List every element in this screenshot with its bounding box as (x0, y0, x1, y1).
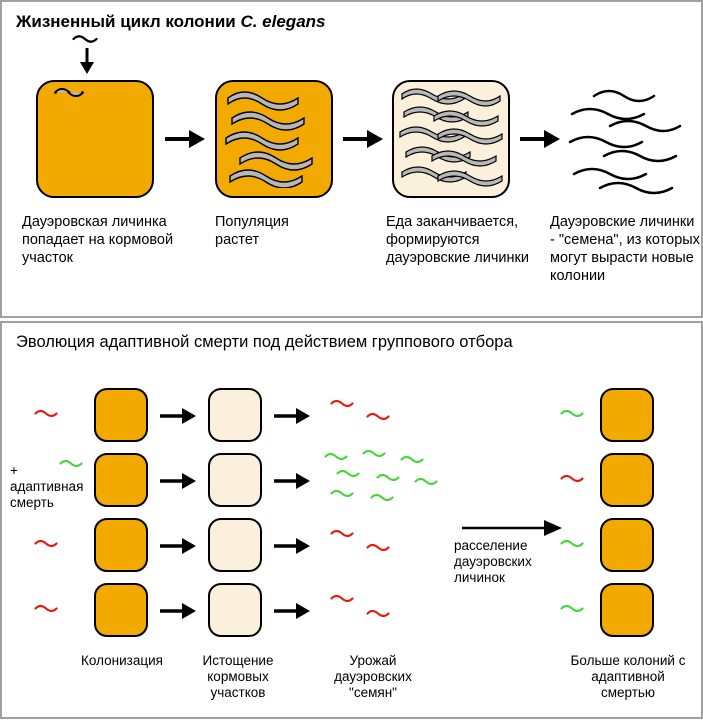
arrow1-icon (165, 130, 205, 148)
stage3-caption: Еда заканчивается, формируются дауэровск… (386, 213, 546, 267)
col1-label: Колонизация (72, 653, 172, 669)
col4-sq-r4 (600, 583, 654, 637)
col1-sq-r3 (94, 518, 148, 572)
panel1-title: Жизненный цикл колонии C. elegans (2, 2, 701, 38)
p2-arrow-c23-r4-icon (274, 603, 310, 619)
yield-r1-w1-icon (328, 400, 356, 407)
col4-worm-r4-icon (558, 605, 586, 612)
col3-label: Урожай дауэровских "семян" (318, 653, 428, 702)
arrow3-icon (520, 130, 560, 148)
yield-r2-w1-icon (322, 453, 350, 460)
col4-worm-r1-icon (558, 410, 586, 417)
col1-worm-r2-icon (57, 460, 85, 467)
title-prefix: Жизненный цикл колонии (16, 12, 240, 31)
stage4-caption: Дауэровские личинки - "семена", из котор… (550, 213, 700, 286)
yield-r3-w1-icon (328, 530, 356, 537)
col1-worm-r1-icon (32, 410, 60, 417)
col4-sq-r3 (600, 518, 654, 572)
yield-r1-w2-icon (364, 413, 392, 420)
yield-r2-w5-icon (374, 474, 402, 481)
yield-r2-w8-icon (368, 494, 396, 501)
stage1-caption: Дауэровская личинка попадает на кормовой… (22, 213, 190, 267)
col2-sq-r3 (208, 518, 262, 572)
panel-lifecycle: Жизненный цикл колонии C. elegans (0, 0, 703, 318)
panel1-stage: Дауэровская личинка попадает на кормовой… (2, 38, 701, 308)
col1-sq-r2 (94, 453, 148, 507)
yield-r2-w2-icon (360, 450, 388, 457)
incoming-larva-icon (72, 35, 98, 43)
col2-sq-r1 (208, 388, 262, 442)
p2-arrow-c12-r4-icon (160, 603, 196, 619)
yield-r2-w7-icon (328, 490, 356, 497)
col4-worm-r3-icon (558, 540, 586, 547)
col4-sq-r1 (600, 388, 654, 442)
yield-r4-w2-icon (364, 610, 392, 617)
arrow2-icon (343, 130, 383, 148)
dispersal-label: расселение дауэровских личинок (454, 538, 564, 587)
stage4-worms-icon (564, 88, 684, 198)
down-arrow-icon (80, 48, 94, 74)
col4-worm-r2-icon (558, 475, 586, 482)
col2-sq-r2 (208, 453, 262, 507)
p2-arrow-c12-r3-icon (160, 538, 196, 554)
col1-worm-r3-icon (32, 540, 60, 547)
col4-sq-r2 (600, 453, 654, 507)
panel-evolution: Эволюция адаптивной смерти под действием… (0, 321, 703, 719)
panel2-title: Эволюция адаптивной смерти под действием… (2, 323, 701, 358)
p2-arrow-c23-r2-icon (274, 473, 310, 489)
stage2-caption: Популяция растет (215, 213, 335, 249)
yield-r2-w4-icon (334, 470, 362, 477)
p2-arrow-c23-r1-icon (274, 408, 310, 424)
dispersal-arrow-icon (462, 518, 562, 538)
yield-r4-w1-icon (328, 595, 356, 602)
yield-r2-w6-icon (412, 478, 440, 485)
col1-sq-r4 (94, 583, 148, 637)
col4-label: Больше колоний с адаптивной смертью (568, 653, 688, 702)
col1-worm-r4-icon (32, 605, 60, 612)
panel2-stage: + адаптивная смерть (2, 358, 701, 708)
p2-arrow-c12-r1-icon (160, 408, 196, 424)
stage1-worm-icon (52, 88, 86, 97)
col1-sq-r1 (94, 388, 148, 442)
stage3-worms-icon (398, 86, 504, 192)
p2-arrow-c23-r3-icon (274, 538, 310, 554)
adaptive-death-label: + адаптивная смерть (10, 463, 90, 512)
stage1-food-patch (36, 80, 154, 198)
title-species: C. elegans (240, 12, 325, 31)
stage2-worms-icon (222, 88, 326, 188)
yield-r3-w2-icon (364, 544, 392, 551)
col2-label: Истощение кормовых участков (188, 653, 288, 702)
col2-sq-r4 (208, 583, 262, 637)
p2-arrow-c12-r2-icon (160, 473, 196, 489)
yield-r2-w3-icon (398, 456, 426, 463)
